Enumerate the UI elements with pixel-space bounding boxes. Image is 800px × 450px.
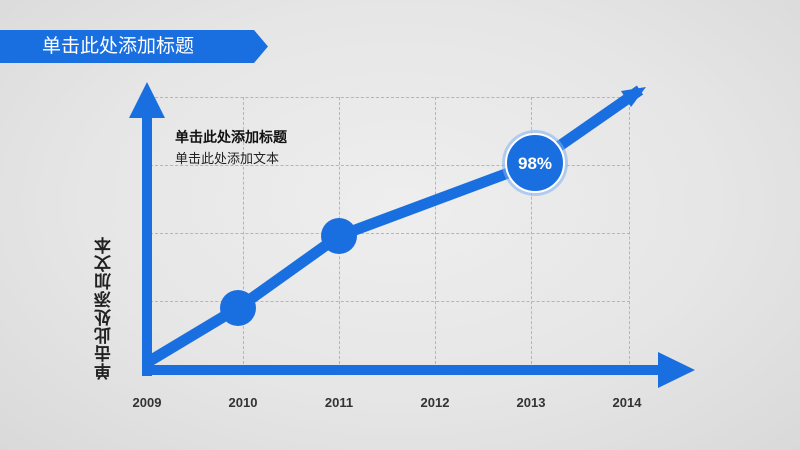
x-tick-label: 2009 [132, 395, 162, 410]
page-title: 单击此处添加标题 [42, 35, 195, 57]
annotation-title: 单击此处添加标题 [175, 130, 287, 146]
x-tick-label: 2014 [612, 395, 642, 410]
x-tick-label: 2012 [420, 395, 450, 410]
x-axis-line [142, 365, 662, 375]
x-tick-label: 2010 [228, 395, 258, 410]
x-tick-label: 2013 [516, 395, 546, 410]
grid-line [150, 301, 630, 302]
y-axis-line [142, 110, 152, 376]
y-axis-label: 单击此处添加文本 [95, 236, 115, 380]
data-point [321, 218, 357, 254]
y-axis-arrow-icon [129, 82, 165, 118]
grid-line [150, 165, 630, 166]
grid-line [150, 233, 630, 234]
highlight-point [505, 133, 565, 193]
annotation-text: 单击此处添加文本 [175, 152, 280, 167]
highlight-data-label: 98% [518, 154, 552, 173]
x-axis-arrow-icon [658, 352, 695, 388]
chart-marks: 98% [220, 130, 568, 326]
chart-axes [129, 82, 695, 388]
line-arrow-icon [621, 87, 646, 107]
title-banner: 单击此处添加标题 [0, 30, 268, 63]
x-tick-label: 2011 [324, 395, 354, 410]
data-point [220, 290, 256, 326]
